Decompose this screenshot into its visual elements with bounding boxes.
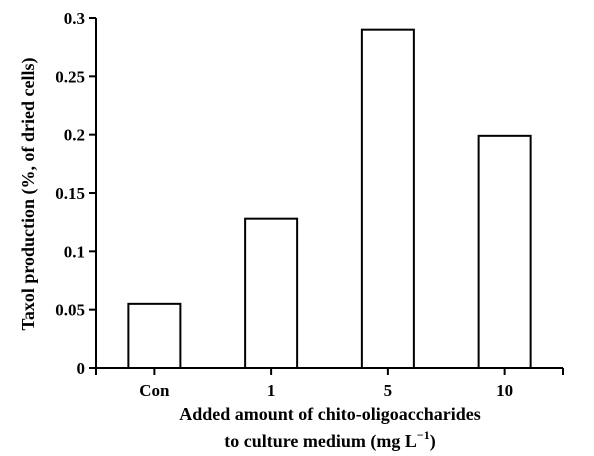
- x-tick-label: 5: [384, 381, 393, 400]
- y-tick-label: 0.3: [64, 9, 85, 28]
- x-tick-label: 10: [496, 381, 513, 400]
- x-axis-title-close-paren: ): [430, 431, 436, 452]
- y-tick-label: 0.05: [55, 301, 85, 320]
- y-ticks-group: 0 0.05 0.1 0.15 0.2 0.25 0.3: [55, 9, 96, 378]
- y-tick-label: 0.2: [64, 126, 85, 145]
- y-axis-title: Taxol production (%, of dried cells): [18, 57, 39, 330]
- y-tick-label: 0.25: [55, 67, 85, 86]
- x-ticks-group: Con 1 5 10: [95, 368, 564, 400]
- x-axis-title-line2-main: to culture medium (mg L: [224, 431, 417, 452]
- y-tick-label: 0: [77, 359, 86, 378]
- bar-con: [127, 302, 182, 370]
- x-axis-title-unit-superscript: −1: [417, 428, 430, 442]
- bar-1: [244, 217, 299, 369]
- y-tick-label: 0.15: [55, 184, 85, 203]
- bars-group: [127, 28, 532, 370]
- x-axis-title-line1: Added amount of chito-oligoaccharides: [179, 404, 481, 424]
- x-axis-title-line2: to culture medium (mg L−1): [224, 428, 436, 452]
- x-tick-label: Con: [139, 381, 170, 400]
- bar-5: [360, 28, 415, 370]
- y-tick-label: 0.1: [64, 242, 85, 261]
- x-tick-label: 1: [267, 381, 276, 400]
- bar-10: [477, 134, 532, 369]
